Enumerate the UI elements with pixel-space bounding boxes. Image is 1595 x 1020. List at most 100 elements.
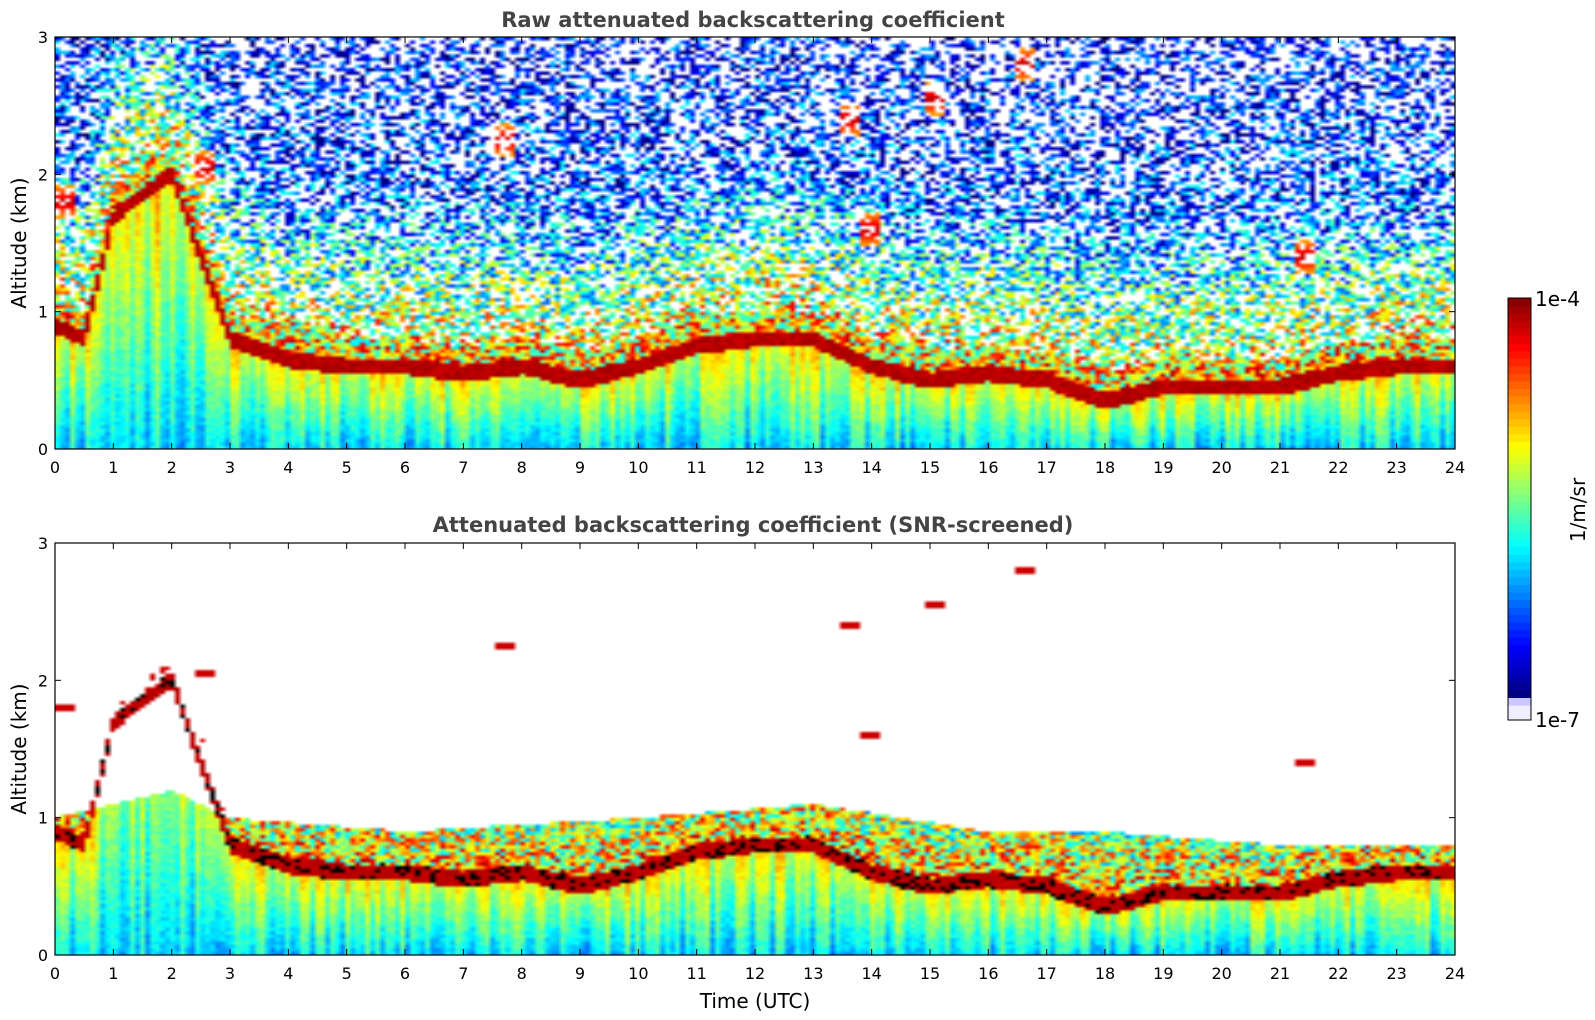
x-tick-label: 1 — [108, 964, 118, 983]
colorbar-step — [1508, 689, 1531, 698]
x-tick-label: 23 — [1386, 964, 1406, 983]
x-axis-screened: 0 1 2 3 4 5 6 7 8 9 10 11 12 13 14 15 16 17 18 19 20 21 22 23 24 — [50, 543, 1465, 983]
colorbar-step — [1508, 501, 1531, 510]
colorbar-step — [1508, 313, 1531, 322]
x-tick-label: 16 — [978, 964, 998, 983]
colorbar-step — [1508, 305, 1531, 314]
x-tick-label: 4 — [283, 458, 293, 477]
colorbar-step — [1508, 599, 1531, 608]
colorbar-step — [1508, 373, 1531, 382]
y-tick-label: 1 — [38, 303, 48, 322]
x-tick-label: 22 — [1328, 458, 1348, 477]
x-tick-label: 11 — [686, 458, 706, 477]
panel-raw: Raw attenuated backscattering coefficien… — [7, 8, 1465, 477]
colorbar-step — [1508, 516, 1531, 525]
x-tick-label: 24 — [1445, 964, 1465, 983]
colorbar-steps — [1507, 297, 1532, 721]
colorbar-min-label: 1e-7 — [1535, 708, 1580, 732]
y-tick-label: 3 — [38, 534, 48, 553]
x-tick-label: 21 — [1270, 458, 1290, 477]
colorbar-step — [1508, 418, 1531, 427]
colorbar-step — [1508, 554, 1531, 563]
x-tick-label: 6 — [400, 964, 410, 983]
colorbar-step — [1508, 320, 1531, 329]
colorbar-step — [1508, 365, 1531, 374]
colorbar-step — [1508, 606, 1531, 616]
colorbar-step — [1508, 697, 1531, 706]
y-tick-label: 0 — [38, 946, 48, 965]
x-tick-label: 9 — [575, 458, 585, 477]
panel-screened: Attenuated backscattering coefficient (S… — [7, 513, 1465, 1013]
colorbar-step — [1508, 426, 1531, 435]
colorbar-step — [1508, 471, 1531, 480]
panel-raw-title: Raw attenuated backscattering coefficien… — [501, 8, 1005, 32]
colorbar-step — [1508, 591, 1531, 601]
x-tick-label: 2 — [167, 964, 177, 983]
colorbar-step — [1508, 358, 1531, 367]
y-tick-label: 0 — [38, 440, 48, 459]
y-tick-label: 1 — [38, 809, 48, 828]
x-tick-label: 12 — [745, 458, 765, 477]
colorbar-step — [1508, 561, 1531, 570]
x-tick-label: 19 — [1153, 964, 1173, 983]
colorbar-step — [1508, 395, 1531, 405]
colorbar-step — [1508, 614, 1531, 623]
colorbar-step — [1508, 486, 1531, 495]
ylabel-screened: Altitude (km) — [7, 683, 31, 814]
x-tick-label: 15 — [920, 458, 940, 477]
colorbar: 1e-4 1e-7 1/m/sr — [1507, 287, 1590, 732]
colorbar-step — [1508, 463, 1531, 472]
x-tick-label: 0 — [50, 964, 60, 983]
x-tick-label: 2 — [167, 458, 177, 477]
colorbar-step — [1508, 682, 1531, 691]
x-tick-label: 17 — [1036, 964, 1056, 983]
x-tick-label: 4 — [283, 964, 293, 983]
colorbar-step — [1508, 478, 1531, 487]
colorbar-step — [1508, 448, 1531, 457]
colorbar-step — [1508, 622, 1531, 631]
colorbar-unit-label: 1/m/sr — [1566, 477, 1590, 542]
colorbar-step — [1508, 456, 1531, 465]
x-tick-label: 8 — [517, 964, 527, 983]
colorbar-step — [1508, 652, 1531, 661]
x-tick-label: 18 — [1095, 458, 1115, 477]
x-tick-label: 1 — [108, 458, 118, 477]
y-axis-screened: 0 1 2 3 — [38, 534, 1455, 965]
x-tick-label: 7 — [458, 458, 468, 477]
x-tick-label: 10 — [628, 964, 648, 983]
colorbar-step — [1508, 712, 1531, 721]
ylabel-raw: Altitude (km) — [7, 177, 31, 308]
colorbar-step — [1508, 659, 1531, 668]
colorbar-step — [1508, 493, 1531, 503]
colorbar-step — [1508, 380, 1531, 390]
colorbar-step — [1508, 539, 1531, 548]
colorbar-step — [1508, 433, 1531, 442]
x-tick-label: 3 — [225, 458, 235, 477]
colorbar-step — [1508, 350, 1531, 359]
x-tick-label: 10 — [628, 458, 648, 477]
colorbar-step — [1508, 584, 1531, 593]
colorbar-step — [1508, 388, 1531, 397]
x-tick-label: 5 — [342, 458, 352, 477]
colorbar-step — [1508, 629, 1531, 638]
x-tick-label: 19 — [1153, 458, 1173, 477]
x-tick-label: 14 — [861, 964, 881, 983]
x-tick-label: 13 — [803, 964, 823, 983]
x-tick-label: 17 — [1036, 458, 1056, 477]
x-tick-label: 7 — [458, 964, 468, 983]
colorbar-step — [1508, 569, 1531, 578]
x-axis-raw: 0 1 2 3 4 5 6 7 8 9 10 11 12 13 14 15 16 17 18 19 20 21 22 23 24 — [50, 37, 1465, 477]
heatmap-raw — [55, 37, 1455, 449]
colorbar-step — [1508, 411, 1531, 420]
heatmap-screened — [55, 543, 1455, 955]
x-tick-label: 14 — [861, 458, 881, 477]
x-tick-label: 20 — [1211, 458, 1231, 477]
colorbar-step — [1508, 531, 1531, 540]
x-tick-label: 18 — [1095, 964, 1115, 983]
x-tick-label: 9 — [575, 964, 585, 983]
colorbar-step — [1508, 674, 1531, 683]
x-tick-label: 6 — [400, 458, 410, 477]
x-tick-label: 0 — [50, 458, 60, 477]
x-tick-label: 22 — [1328, 964, 1348, 983]
